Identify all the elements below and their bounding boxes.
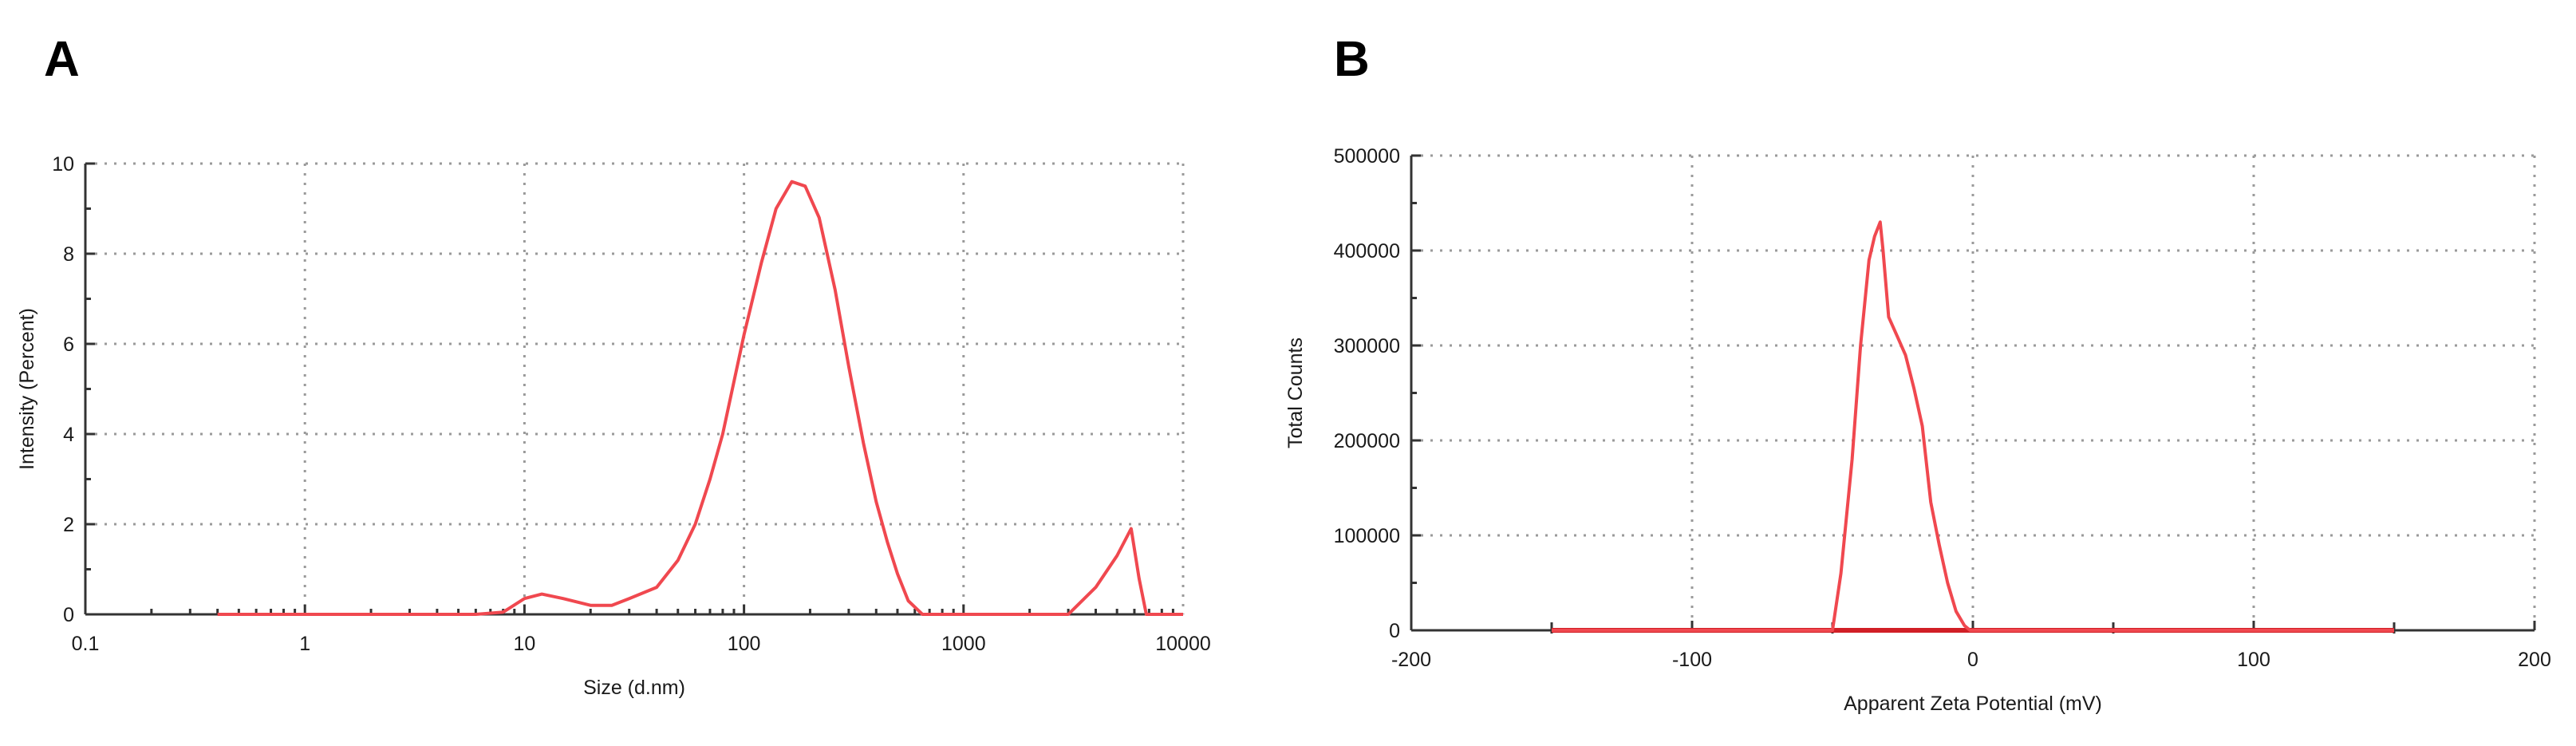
chart-b-y-tick-400000: 400000	[1334, 240, 1400, 262]
chart-b-y-axis-title: Total Counts	[1284, 337, 1307, 448]
chart-a-series-line	[217, 180, 1183, 616]
chart-a-series	[217, 180, 1183, 616]
chart-b-grid	[1411, 154, 2536, 630]
chart-b-y-tick-0: 0	[1389, 620, 1400, 642]
chart-a-x-tick-1000: 1000	[941, 633, 986, 655]
chart-a-grid	[85, 162, 1185, 614]
chart-a-x-tick-100: 100	[728, 633, 761, 655]
panel-label-a: A	[44, 32, 80, 87]
chart-a-y-tick-8: 8	[63, 243, 74, 266]
chart-b-x-tick-200: 200	[2518, 649, 2551, 671]
chart-a-x-tick-1: 1	[299, 633, 310, 655]
chart-b-series	[1552, 220, 2394, 633]
panel-label-b: B	[1334, 32, 1370, 87]
chart-a-y-tick-2: 2	[63, 514, 74, 536]
chart-b-x-tick--100: -100	[1672, 649, 1712, 671]
chart-b-y-tick-200000: 200000	[1334, 430, 1400, 452]
chart-b-y-tick-500000: 500000	[1334, 145, 1400, 168]
chart-b-y-tick-100000: 100000	[1334, 525, 1400, 547]
chart-b-counts-vs-zeta: -200 -100 0 100 200 0 100000 200000 300000 400000…	[1284, 145, 2551, 715]
chart-a-x-tick-10000: 10000	[1155, 633, 1211, 655]
chart-b-series-line	[1552, 220, 2394, 632]
chart-b-x-tick--200: -200	[1391, 649, 1431, 671]
chart-b-x-tick-0: 0	[1967, 649, 1978, 671]
chart-a-axes	[84, 162, 1183, 616]
chart-b-x-tick-100: 100	[2237, 649, 2270, 671]
chart-b-y-tick-300000: 300000	[1334, 335, 1400, 357]
chart-b-x-axis-title: Apparent Zeta Potential (mV)	[1844, 693, 2102, 715]
chart-b-axes	[1410, 154, 2536, 634]
chart-a-x-tick-10: 10	[513, 633, 535, 655]
chart-a-y-tick-0: 0	[63, 604, 74, 626]
chart-a-y-tick-4: 4	[63, 424, 74, 446]
chart-a-x-axis-title: Size (d.nm)	[583, 677, 685, 699]
chart-b-tick-labels: -200 -100 0 100 200 0 100000 200000 300000 400000…	[1334, 145, 2551, 671]
chart-a-y-tick-10: 10	[52, 153, 74, 176]
chart-a-x-tick-0.1: 0.1	[72, 633, 100, 655]
chart-a-y-axis-title: Intensity (Percent)	[16, 308, 38, 470]
chart-a-y-tick-6: 6	[63, 334, 74, 356]
chart-a-tick-labels: 0.1 1 10 100 1000 10000 0 2 4 6 8 10	[52, 153, 1211, 655]
chart-a-intensity-vs-size: 0.1 1 10 100 1000 10000 0 2 4 6 8 10 Size (d.nm) In…	[16, 153, 1211, 699]
